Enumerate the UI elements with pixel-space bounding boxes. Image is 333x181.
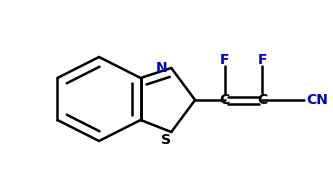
Text: S: S <box>162 133 171 147</box>
Text: C: C <box>257 93 267 107</box>
Text: C: C <box>220 93 230 107</box>
Text: F: F <box>258 53 267 67</box>
Text: N: N <box>156 61 167 75</box>
Text: F: F <box>220 53 229 67</box>
Text: CN: CN <box>306 93 328 107</box>
